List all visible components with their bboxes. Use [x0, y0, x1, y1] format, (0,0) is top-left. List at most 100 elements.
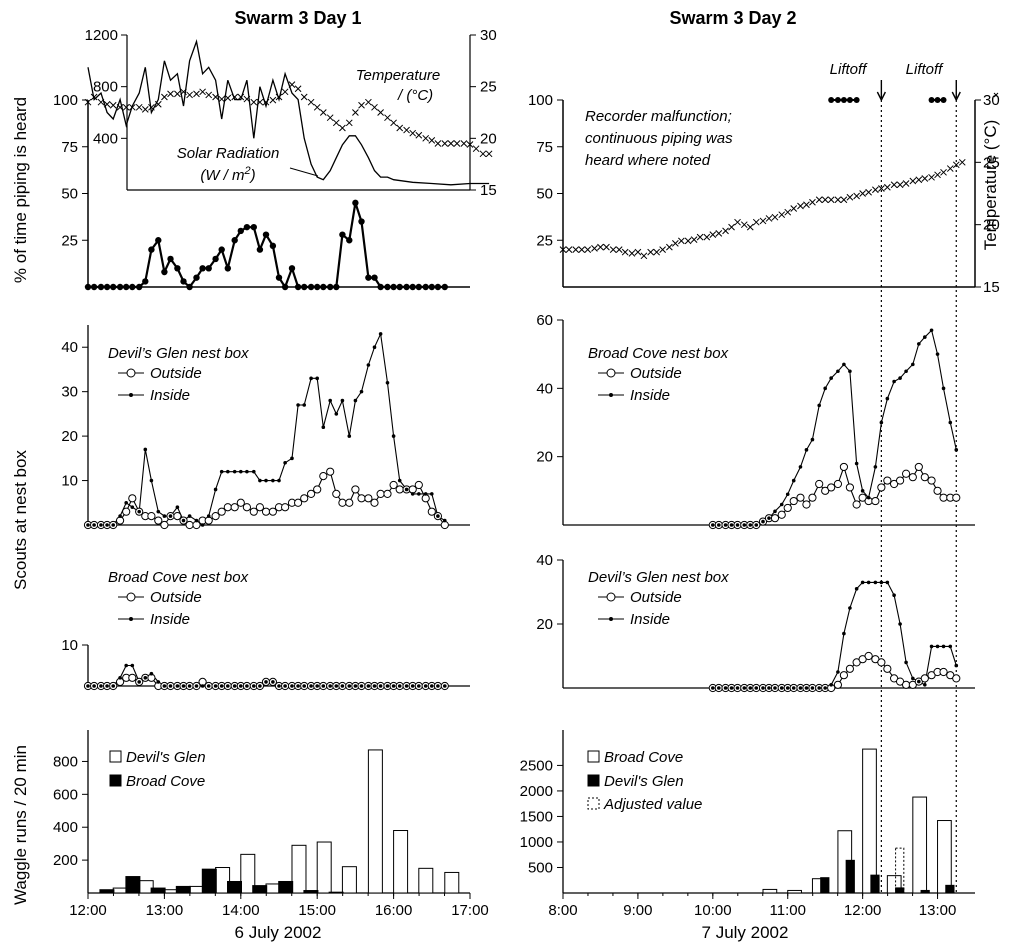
piping-point	[224, 265, 232, 272]
d2_bc-outside-point	[895, 476, 905, 485]
d1_bc-inside-point	[105, 684, 109, 688]
d2-piping-tick-label: 50	[536, 186, 553, 203]
d2_bc-outside-point	[952, 493, 961, 502]
d2-temperature-point	[690, 236, 698, 243]
d2_bc-outside-point	[821, 486, 830, 495]
piping-point	[409, 283, 416, 291]
temperature-point	[358, 101, 365, 109]
d1_bc-inside-point	[206, 684, 211, 688]
d1_bc-inside-point	[156, 680, 161, 684]
d1_dg-legend-inside-text: Inside	[150, 387, 190, 404]
piping-point	[428, 283, 435, 291]
temp-tick-label: 15	[480, 182, 497, 199]
d1_dg-inside-point	[181, 518, 186, 523]
piping-point	[243, 223, 251, 231]
d1_dg-inside-point	[168, 514, 173, 518]
d2_bc-tick-label: 20	[536, 449, 553, 466]
d1_bc-inside-point	[391, 684, 396, 688]
temperature-point	[390, 119, 397, 127]
d1_dg-inside-point	[105, 523, 109, 527]
d2_dg-inside-point	[773, 686, 777, 690]
temperature-point	[224, 94, 232, 102]
d2-temperature-point	[684, 237, 692, 245]
piping-point	[441, 283, 448, 291]
d2_dg-legend-outside-text: Outside	[630, 589, 682, 606]
temperature-point	[128, 103, 136, 111]
temperature-point	[428, 137, 436, 144]
temp-marker-icon	[993, 92, 999, 98]
piping-point	[396, 283, 403, 291]
d2_dg-outside-point	[883, 664, 892, 673]
d2_dg-inside-point	[735, 686, 740, 690]
d1_dg-inside-point	[296, 403, 300, 407]
temperature-point	[339, 124, 346, 132]
d1_bc-inside-point	[378, 684, 383, 688]
piping-point	[339, 231, 346, 238]
d1_waggle-tick-label: 800	[53, 753, 78, 770]
d2-temperature-point	[878, 185, 885, 192]
temperature-point	[371, 103, 378, 111]
d2_dg-inside-point	[917, 679, 921, 684]
d1_dg-inside-point	[111, 523, 116, 527]
d1_bc-inside-point	[86, 684, 90, 688]
d1_dg-outside-point	[242, 503, 252, 512]
d2_waggle-tick-label: 1000	[520, 834, 553, 851]
d2-piping-point	[934, 97, 941, 103]
piping-point	[333, 283, 340, 291]
d2_bc-outside-point	[783, 503, 792, 513]
temperature-point	[103, 100, 111, 108]
ylabel-scouts: Scouts at nest box	[11, 450, 30, 590]
piping-point	[352, 199, 359, 207]
d2-temperature-point	[728, 223, 735, 231]
d2-temperature-point	[921, 175, 929, 182]
temperature-point	[365, 98, 372, 106]
d1_dg-inside-point	[378, 332, 383, 336]
d2_dg-inside-point	[929, 644, 934, 649]
temperature-point	[319, 109, 327, 116]
d1_dg-inside-point	[366, 363, 371, 367]
d1_bc-inside-point	[321, 684, 326, 688]
d1_dg-inside-point	[226, 469, 230, 474]
piping-point	[142, 278, 149, 285]
d2-temp-tick-label: 25	[983, 154, 1000, 171]
piping-point	[90, 283, 98, 291]
d1_dg-outside-point	[300, 494, 309, 503]
temperature-point	[396, 124, 404, 132]
piping-point	[212, 255, 219, 263]
solar-unit-label: (W / m2)	[200, 165, 255, 184]
d2_dg-outside-point	[920, 674, 929, 683]
d2-temperature-point	[715, 230, 723, 237]
d1_dg-inside-point	[137, 509, 141, 514]
d1_dg-inside-point	[423, 492, 428, 496]
note-line1: Recorder malfunction;	[585, 108, 732, 125]
d2-temperature-point	[846, 193, 854, 201]
d2_dg-inside-point	[754, 686, 759, 690]
d1_dg-inside-point	[410, 492, 415, 496]
d1_bc-inside-point	[417, 684, 421, 688]
d1_dg-inside-point	[340, 398, 345, 403]
d2_bc-inside-point	[911, 362, 915, 367]
d2_dg-outside-point	[952, 674, 961, 683]
d2_bc-outside-point	[839, 462, 849, 472]
d2_waggle-bar-broadcove	[762, 888, 778, 894]
d2_bc-outside-point	[914, 462, 923, 472]
piping-point	[294, 283, 302, 291]
temperature-point	[90, 93, 98, 101]
d2-temperature-point	[591, 244, 598, 252]
d2-temperature-point	[909, 177, 917, 185]
d1_waggle-xtick-label: 15:00	[298, 902, 336, 919]
d2-temperature-point	[809, 198, 816, 206]
legends: Outside Inside Outside Inside Outside Inside O…	[118, 365, 682, 628]
d1_dg-inside-point	[239, 469, 243, 474]
d2-temperature-point	[666, 243, 673, 251]
temperature-unit-label: / (°C)	[397, 87, 433, 104]
d2-temperature-point	[722, 227, 729, 235]
piping-point	[250, 223, 257, 231]
temperature-point	[326, 114, 334, 122]
d2-piping-point	[834, 97, 841, 103]
d1_bc-tick-label: 10	[61, 637, 78, 654]
d2-temperature-point	[653, 248, 660, 256]
temperature-point	[300, 93, 308, 101]
d2_bc-outside-line	[712, 465, 957, 526]
temperature-point	[479, 150, 487, 158]
